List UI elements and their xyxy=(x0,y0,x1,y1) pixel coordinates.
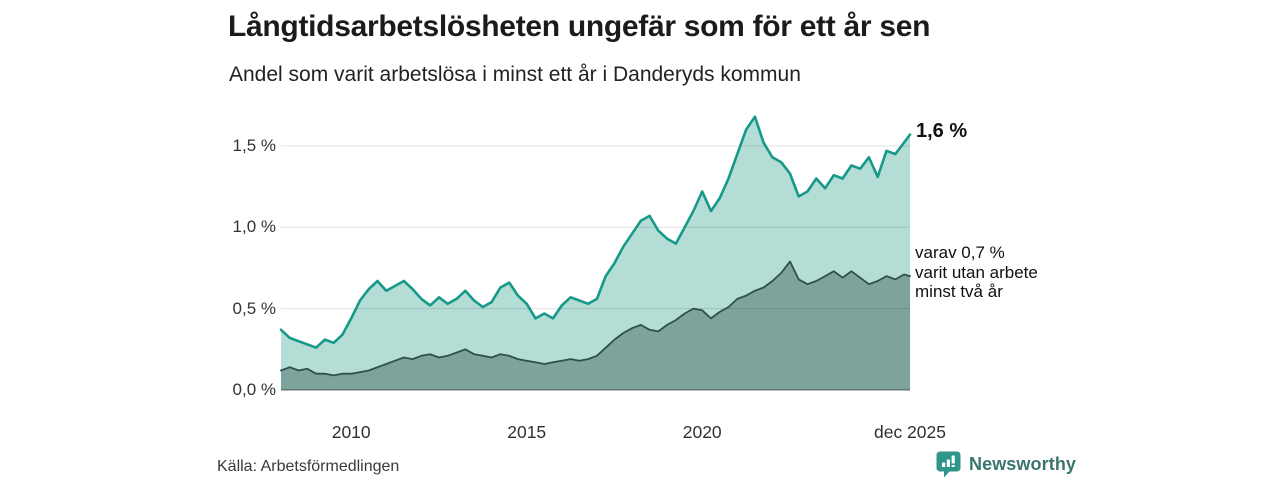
y-tick-label: 1,0 % xyxy=(232,217,276,237)
series-line-minst-ett-ar xyxy=(279,115,912,350)
x-tick-label: 2010 xyxy=(331,422,371,442)
newsworthy-logo: Newsworthy xyxy=(936,451,1076,478)
series-line-minst-tva-ar xyxy=(280,260,911,377)
series-end-value-label: 1,6 % xyxy=(916,120,968,142)
y-tick-label: 0,5 % xyxy=(232,298,276,318)
chart-subtitle: Andel som varit arbetslösa i minst ett å… xyxy=(229,63,801,86)
newsworthy-wordmark: Newsworthy xyxy=(969,454,1077,474)
newsworthy-bubble-chart-icon xyxy=(936,451,961,478)
chart-title: Långtidsarbetslösheten ungefär som för e… xyxy=(228,10,931,43)
secondary-series-end-label: varav 0,7 % varit utan arbete minst två … xyxy=(915,243,1038,301)
x-tick-label: 2015 xyxy=(507,422,547,442)
x-tick-label: 2020 xyxy=(682,422,722,442)
y-tick-label: 1,5 % xyxy=(232,135,276,155)
source-note: Källa: Arbetsförmedlingen xyxy=(217,458,400,475)
y-tick-label: 0,0 % xyxy=(232,380,276,399)
x-tick-label: dec 2025 xyxy=(873,422,946,442)
